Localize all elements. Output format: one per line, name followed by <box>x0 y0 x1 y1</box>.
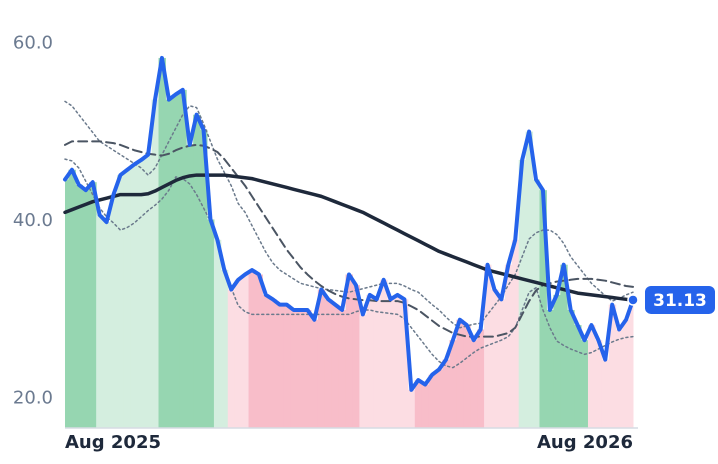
zone-bar <box>442 359 450 428</box>
zone-bar <box>234 279 243 428</box>
zone-bar <box>539 190 547 428</box>
zone-bar <box>504 264 513 428</box>
zone-bar <box>137 159 146 428</box>
zone-bar <box>103 222 111 428</box>
zone-bar <box>310 319 319 428</box>
zone-bar <box>491 289 499 428</box>
zone-bar <box>615 329 624 428</box>
zone-bar <box>394 294 402 428</box>
zone-bar <box>421 384 430 428</box>
zone-bar <box>456 319 464 428</box>
zone-bar <box>248 270 256 428</box>
zone-bar <box>220 270 229 428</box>
zone-bar <box>435 369 444 428</box>
zone-bar <box>241 274 250 428</box>
zone-bar <box>400 299 409 428</box>
zone-bar <box>68 169 76 428</box>
zone-bar <box>463 325 471 428</box>
zone-bar <box>283 304 291 428</box>
zone-bar <box>290 309 298 428</box>
zone-bar <box>186 144 194 428</box>
zone-bar <box>477 329 485 428</box>
zone-bar <box>428 374 437 428</box>
zone-bar <box>303 309 312 428</box>
x-tick-label: Aug 2025 <box>65 432 161 453</box>
zone-bar <box>255 274 263 428</box>
zone-bar <box>359 314 367 428</box>
zone-bar <box>165 99 173 428</box>
series-line <box>64 100 634 329</box>
zone-bar <box>297 309 305 428</box>
zone-bar <box>373 299 381 428</box>
zone-bar <box>387 299 395 428</box>
zone-bar <box>213 239 222 428</box>
zone-bar <box>200 129 208 429</box>
zone-bar <box>380 279 388 428</box>
zone-bar <box>89 182 97 428</box>
zone-bar <box>338 309 347 428</box>
zone-bar <box>82 190 90 428</box>
zone-bar <box>65 179 69 428</box>
zone-bar <box>594 340 603 428</box>
zone-bar <box>75 184 83 428</box>
zone-bar <box>193 114 201 429</box>
zone-bar <box>470 340 478 428</box>
zone-bar <box>207 219 215 428</box>
y-tick-label: 60.0 <box>13 33 53 54</box>
zone-bars <box>65 57 634 429</box>
zone-bar <box>581 340 589 428</box>
zone-bar <box>622 319 631 428</box>
zone-bar <box>352 285 360 428</box>
series-line <box>63 173 635 302</box>
zone-bar <box>317 289 326 428</box>
zone-bar <box>518 159 527 428</box>
zone-bar <box>497 299 506 428</box>
zone-bar <box>144 154 153 428</box>
zone-bar <box>116 175 125 428</box>
zone-bar <box>331 304 340 428</box>
series-line <box>63 55 635 392</box>
zone-bar <box>345 274 353 428</box>
zone-bar <box>574 325 582 428</box>
zone-bar <box>414 380 423 428</box>
last-point <box>627 294 639 306</box>
zone-bar <box>567 309 575 428</box>
zone-bar <box>532 179 540 428</box>
zone-bar <box>553 294 561 428</box>
zone-bar <box>179 89 187 428</box>
lines <box>63 55 635 392</box>
zone-bar <box>560 264 568 428</box>
last-value-label: 31.13 <box>653 291 707 311</box>
y-tick-label: 20.0 <box>13 388 53 409</box>
zone-bar <box>158 57 166 429</box>
zone-bar <box>96 215 104 428</box>
zone-bar <box>262 294 270 428</box>
zone-bar <box>151 99 160 428</box>
zone-bar <box>110 194 118 428</box>
zone-bar <box>587 325 596 428</box>
zone-bar <box>123 169 132 428</box>
zone-bar <box>269 299 277 428</box>
zone-bar <box>366 294 374 428</box>
zone-bar <box>629 299 634 428</box>
zone-bar <box>324 299 333 428</box>
zone-bar <box>407 389 416 428</box>
x-tick-label: Aug 2026 <box>537 432 633 453</box>
zone-bar <box>276 304 284 428</box>
zone-bar <box>227 289 236 428</box>
series-line <box>64 158 634 369</box>
zone-bar <box>608 304 617 428</box>
zone-bar <box>601 359 610 428</box>
zone-bar <box>511 239 520 428</box>
y-tick-label: 40.0 <box>13 210 53 231</box>
labels: 20.0 40.0 60.0 Aug 2025 Aug 2026 31.13 <box>13 33 715 453</box>
series-line <box>64 140 634 338</box>
zone-bar <box>172 94 180 428</box>
zone-bar <box>546 309 554 428</box>
zone-bar <box>130 164 139 428</box>
zone-bar <box>449 340 457 428</box>
last-value-pill <box>645 285 715 314</box>
zone-bar <box>484 264 492 428</box>
